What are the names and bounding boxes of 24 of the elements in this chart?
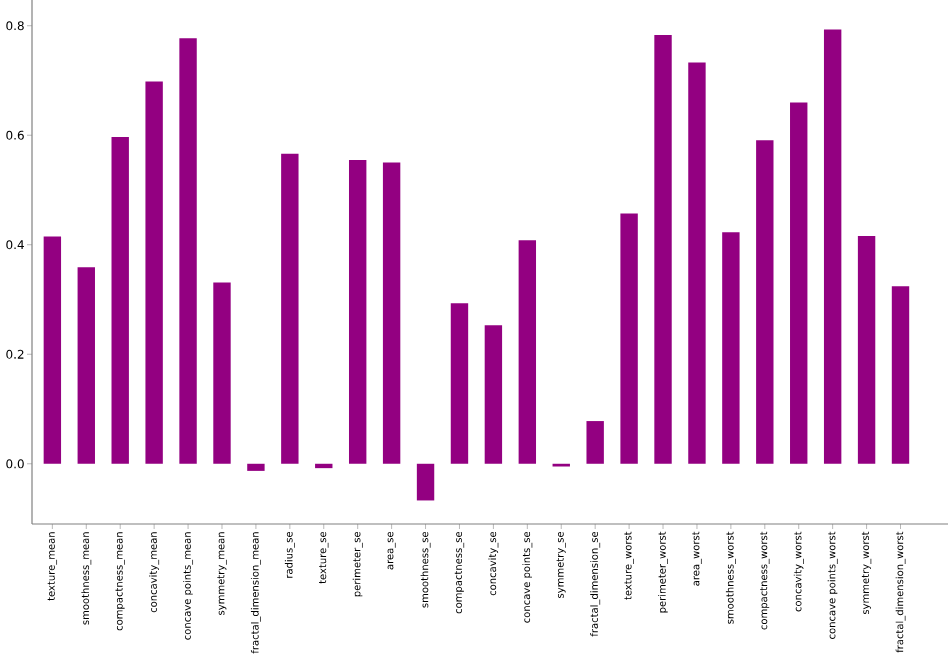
bar <box>722 232 740 464</box>
bar <box>891 286 910 464</box>
bar <box>348 159 367 464</box>
bar <box>416 463 435 501</box>
bar <box>179 38 197 464</box>
bar <box>688 62 706 464</box>
bar <box>111 136 129 464</box>
bar <box>247 463 265 471</box>
bar <box>586 421 604 464</box>
bar <box>213 282 231 464</box>
bar <box>756 140 774 464</box>
bar <box>382 162 401 464</box>
bar <box>823 29 842 464</box>
bar <box>145 81 163 464</box>
bar <box>450 303 469 464</box>
bar <box>281 153 299 464</box>
bar <box>620 213 638 464</box>
bar <box>43 236 62 464</box>
bar <box>518 240 537 464</box>
bar <box>77 267 95 464</box>
bar <box>484 325 503 464</box>
bar <box>790 102 808 464</box>
bar <box>857 235 876 464</box>
bar <box>654 35 672 464</box>
